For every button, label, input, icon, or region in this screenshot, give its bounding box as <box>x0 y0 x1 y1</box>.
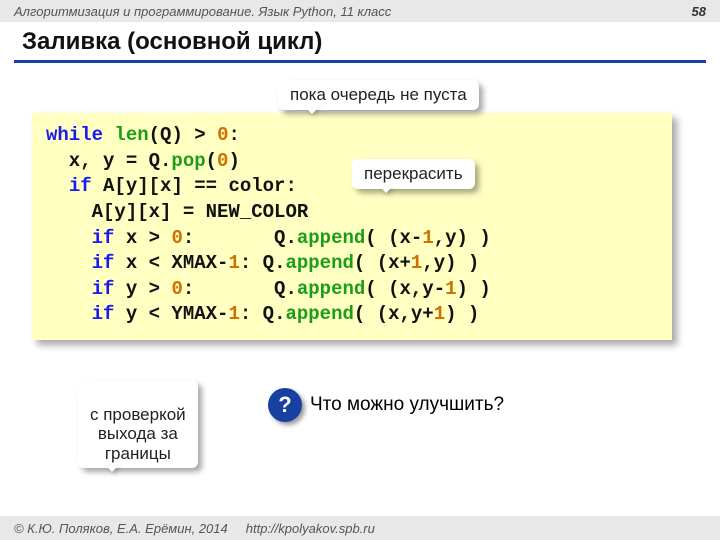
course-label: Алгоритмизация и программирование. Язык … <box>14 4 391 19</box>
slide-page: Алгоритмизация и программирование. Язык … <box>0 0 720 540</box>
fn-len: len <box>114 124 148 146</box>
kw-while: while <box>46 124 103 146</box>
question-row: ? Что можно улучшить? <box>268 388 504 422</box>
footer-band: © К.Ю. Поляков, Е.А. Ерёмин, 2014 http:/… <box>0 516 720 540</box>
qmark-text: ? <box>278 392 291 418</box>
callout-bounds-text: с проверкой выхода за границы <box>90 405 186 463</box>
header-band: Алгоритмизация и программирование. Язык … <box>0 0 720 22</box>
callout-repaint: перекрасить <box>352 159 475 189</box>
title-underline <box>14 60 706 63</box>
code-block: while len(Q) > 0: x, y = Q.pop(0) if A[y… <box>32 113 672 340</box>
page-title: Заливка (основной цикл) <box>0 22 720 58</box>
copyright: © К.Ю. Поляков, Е.А. Ерёмин, 2014 <box>14 521 228 536</box>
question-icon: ? <box>268 388 302 422</box>
callout-bounds: с проверкой выхода за границы <box>78 380 198 468</box>
callout-while-text: пока очередь не пуста <box>290 85 467 104</box>
question-text: Что можно улучшить? <box>310 394 504 416</box>
page-number: 58 <box>692 4 706 19</box>
callout-while: пока очередь не пуста <box>278 80 479 110</box>
callout-repaint-text: перекрасить <box>364 164 463 183</box>
footer-url: http://kpolyakov.spb.ru <box>246 521 375 536</box>
